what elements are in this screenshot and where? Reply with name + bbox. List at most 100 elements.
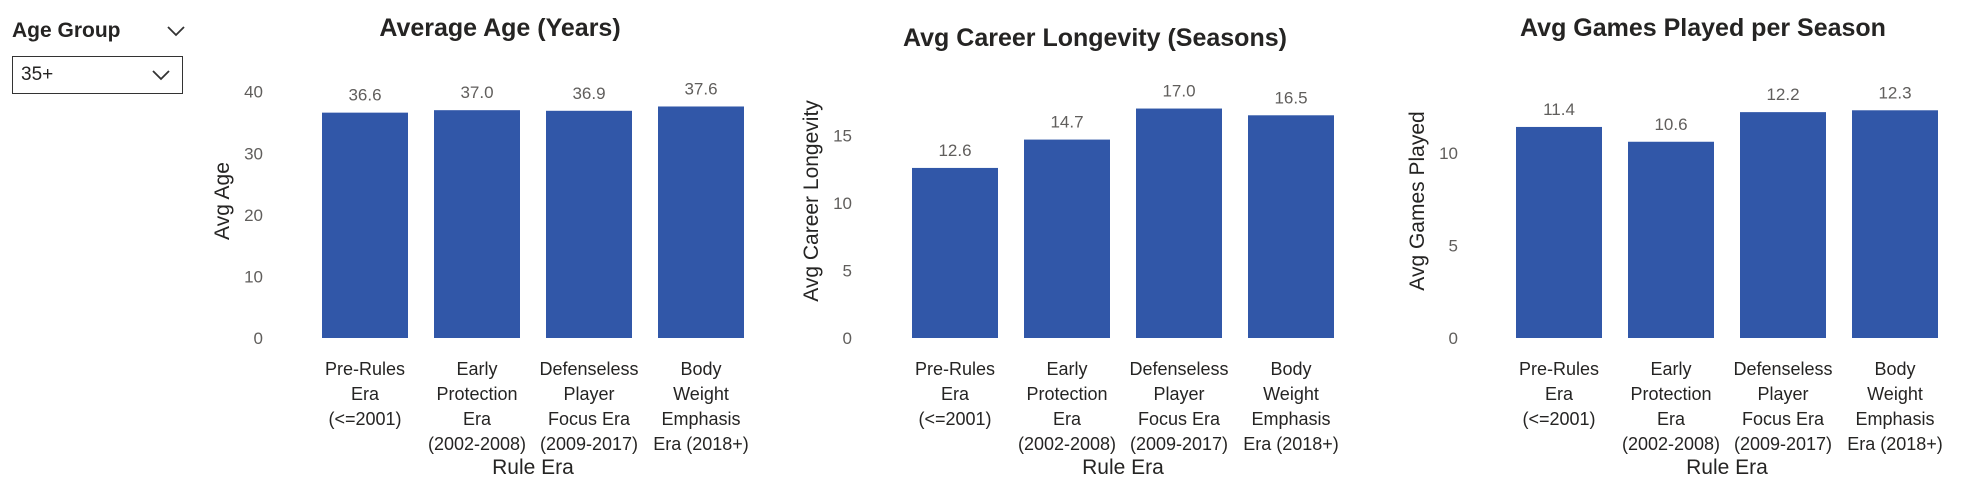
bar — [1740, 112, 1826, 338]
y-tick-label: 5 — [843, 262, 852, 281]
y-tick-label: 10 — [833, 194, 852, 213]
age-group-dropdown[interactable]: 35+ — [12, 56, 183, 94]
x-category-label: Weight — [1263, 384, 1319, 404]
x-category-label: (2009-2017) — [1734, 434, 1832, 454]
data-label: 12.6 — [938, 141, 971, 160]
chart-title: Avg Games Played per Season — [1520, 14, 1886, 42]
x-category-label: Era — [1545, 384, 1574, 404]
bar — [658, 106, 744, 339]
data-label: 14.7 — [1050, 113, 1083, 132]
x-category-label: Focus Era — [1742, 409, 1825, 429]
data-label: 12.2 — [1766, 85, 1799, 104]
bar — [1628, 141, 1714, 338]
y-tick-label: 0 — [1449, 329, 1458, 348]
x-category-label: Player — [563, 384, 614, 404]
x-category-label: (<=2001) — [328, 409, 401, 429]
x-category-label: Player — [1757, 384, 1808, 404]
x-category-label: Era — [941, 384, 970, 404]
chart-3: Avg Games Played per Season 0 5 10 Avg Games… — [1406, 14, 1943, 479]
x-category-label: (2002-2008) — [1018, 434, 1116, 454]
x-category-label: Era (2018+) — [1243, 434, 1339, 454]
x-category-label: Era — [1053, 409, 1082, 429]
data-label: 11.4 — [1543, 100, 1575, 119]
x-category-label: Era — [351, 384, 380, 404]
x-category-label: (2009-2017) — [540, 434, 638, 454]
bar — [1516, 126, 1602, 338]
y-tick-label: 40 — [244, 83, 263, 102]
chart-1: Average Age (Years) 0 10 20 30 40 Avg Age 36.6 P… — [211, 14, 749, 479]
x-axis-title: Rule Era — [1686, 456, 1768, 479]
age-group-slicer: Age Group 35+ — [12, 14, 187, 94]
x-category-label: Emphasis — [661, 409, 740, 429]
chart-title: Avg Career Longevity (Seasons) — [903, 24, 1287, 52]
data-label: 37.6 — [684, 79, 717, 98]
bar — [322, 112, 408, 338]
bar — [1136, 108, 1222, 338]
x-category-label: Era (2018+) — [653, 434, 749, 454]
data-label: 37.0 — [460, 83, 493, 102]
x-category-label: (<=2001) — [1522, 409, 1595, 429]
x-category-label: Emphasis — [1855, 409, 1934, 429]
bar — [912, 167, 998, 338]
y-axis-title: Avg Games Played — [1406, 111, 1429, 290]
y-tick-label: 10 — [244, 267, 263, 286]
x-category-label: (2002-2008) — [428, 434, 526, 454]
y-tick-label: 0 — [254, 329, 263, 348]
data-label: 10.6 — [1654, 115, 1687, 134]
x-category-label: Pre-Rules — [325, 359, 405, 379]
x-category-label: Protection — [436, 384, 517, 404]
bar — [1248, 115, 1334, 338]
data-label: 12.3 — [1878, 83, 1911, 102]
x-category-label: Era — [1657, 409, 1686, 429]
y-tick-label: 15 — [833, 127, 852, 146]
slicer-header: Age Group — [12, 14, 187, 48]
x-category-label: Early — [456, 359, 497, 379]
x-category-label: Player — [1153, 384, 1204, 404]
x-category-label: (2002-2008) — [1622, 434, 1720, 454]
x-category-label: Protection — [1026, 384, 1107, 404]
data-label: 36.9 — [572, 84, 605, 103]
y-tick-label: 10 — [1439, 144, 1458, 163]
chevron-down-icon[interactable] — [165, 20, 187, 42]
x-axis-title: Rule Era — [1082, 456, 1164, 479]
x-category-label: Early — [1046, 359, 1087, 379]
x-category-label: Weight — [1867, 384, 1923, 404]
bar — [1024, 139, 1110, 338]
bar — [434, 110, 520, 338]
x-category-label: Era (2018+) — [1847, 434, 1943, 454]
data-label: 17.0 — [1162, 82, 1195, 101]
x-category-label: Focus Era — [1138, 409, 1221, 429]
chart-2: Avg Career Longevity (Seasons) 0 5 10 15 Avg … — [800, 24, 1339, 479]
x-category-label: Pre-Rules — [915, 359, 995, 379]
chevron-down-icon — [152, 70, 170, 81]
x-category-label: Weight — [673, 384, 729, 404]
x-category-label: Defenseless — [1733, 359, 1832, 379]
y-tick-label: 0 — [843, 329, 852, 348]
x-category-label: Era — [463, 409, 492, 429]
x-category-label: Body — [1874, 359, 1915, 379]
age-group-selected-value: 35+ — [21, 64, 54, 85]
x-category-label: Focus Era — [548, 409, 631, 429]
data-label: 16.5 — [1274, 88, 1307, 107]
x-axis-title: Rule Era — [492, 456, 574, 479]
x-category-label: Defenseless — [539, 359, 638, 379]
data-label: 36.6 — [348, 86, 381, 105]
chart-title: Average Age (Years) — [379, 14, 620, 42]
x-category-label: Protection — [1630, 384, 1711, 404]
slicer-title: Age Group — [12, 19, 121, 42]
y-axis-title: Avg Age — [211, 162, 234, 240]
y-axis-title: Avg Career Longevity — [800, 100, 823, 302]
x-category-label: Early — [1650, 359, 1691, 379]
y-tick-label: 30 — [244, 144, 263, 163]
x-category-label: Emphasis — [1251, 409, 1330, 429]
bar — [1852, 110, 1938, 338]
x-category-label: Pre-Rules — [1519, 359, 1599, 379]
x-category-label: (2009-2017) — [1130, 434, 1228, 454]
x-category-label: Body — [680, 359, 721, 379]
y-tick-label: 20 — [244, 206, 263, 225]
bar — [546, 110, 632, 339]
x-category-label: Defenseless — [1129, 359, 1228, 379]
x-category-label: (<=2001) — [918, 409, 991, 429]
y-tick-label: 5 — [1449, 236, 1458, 255]
